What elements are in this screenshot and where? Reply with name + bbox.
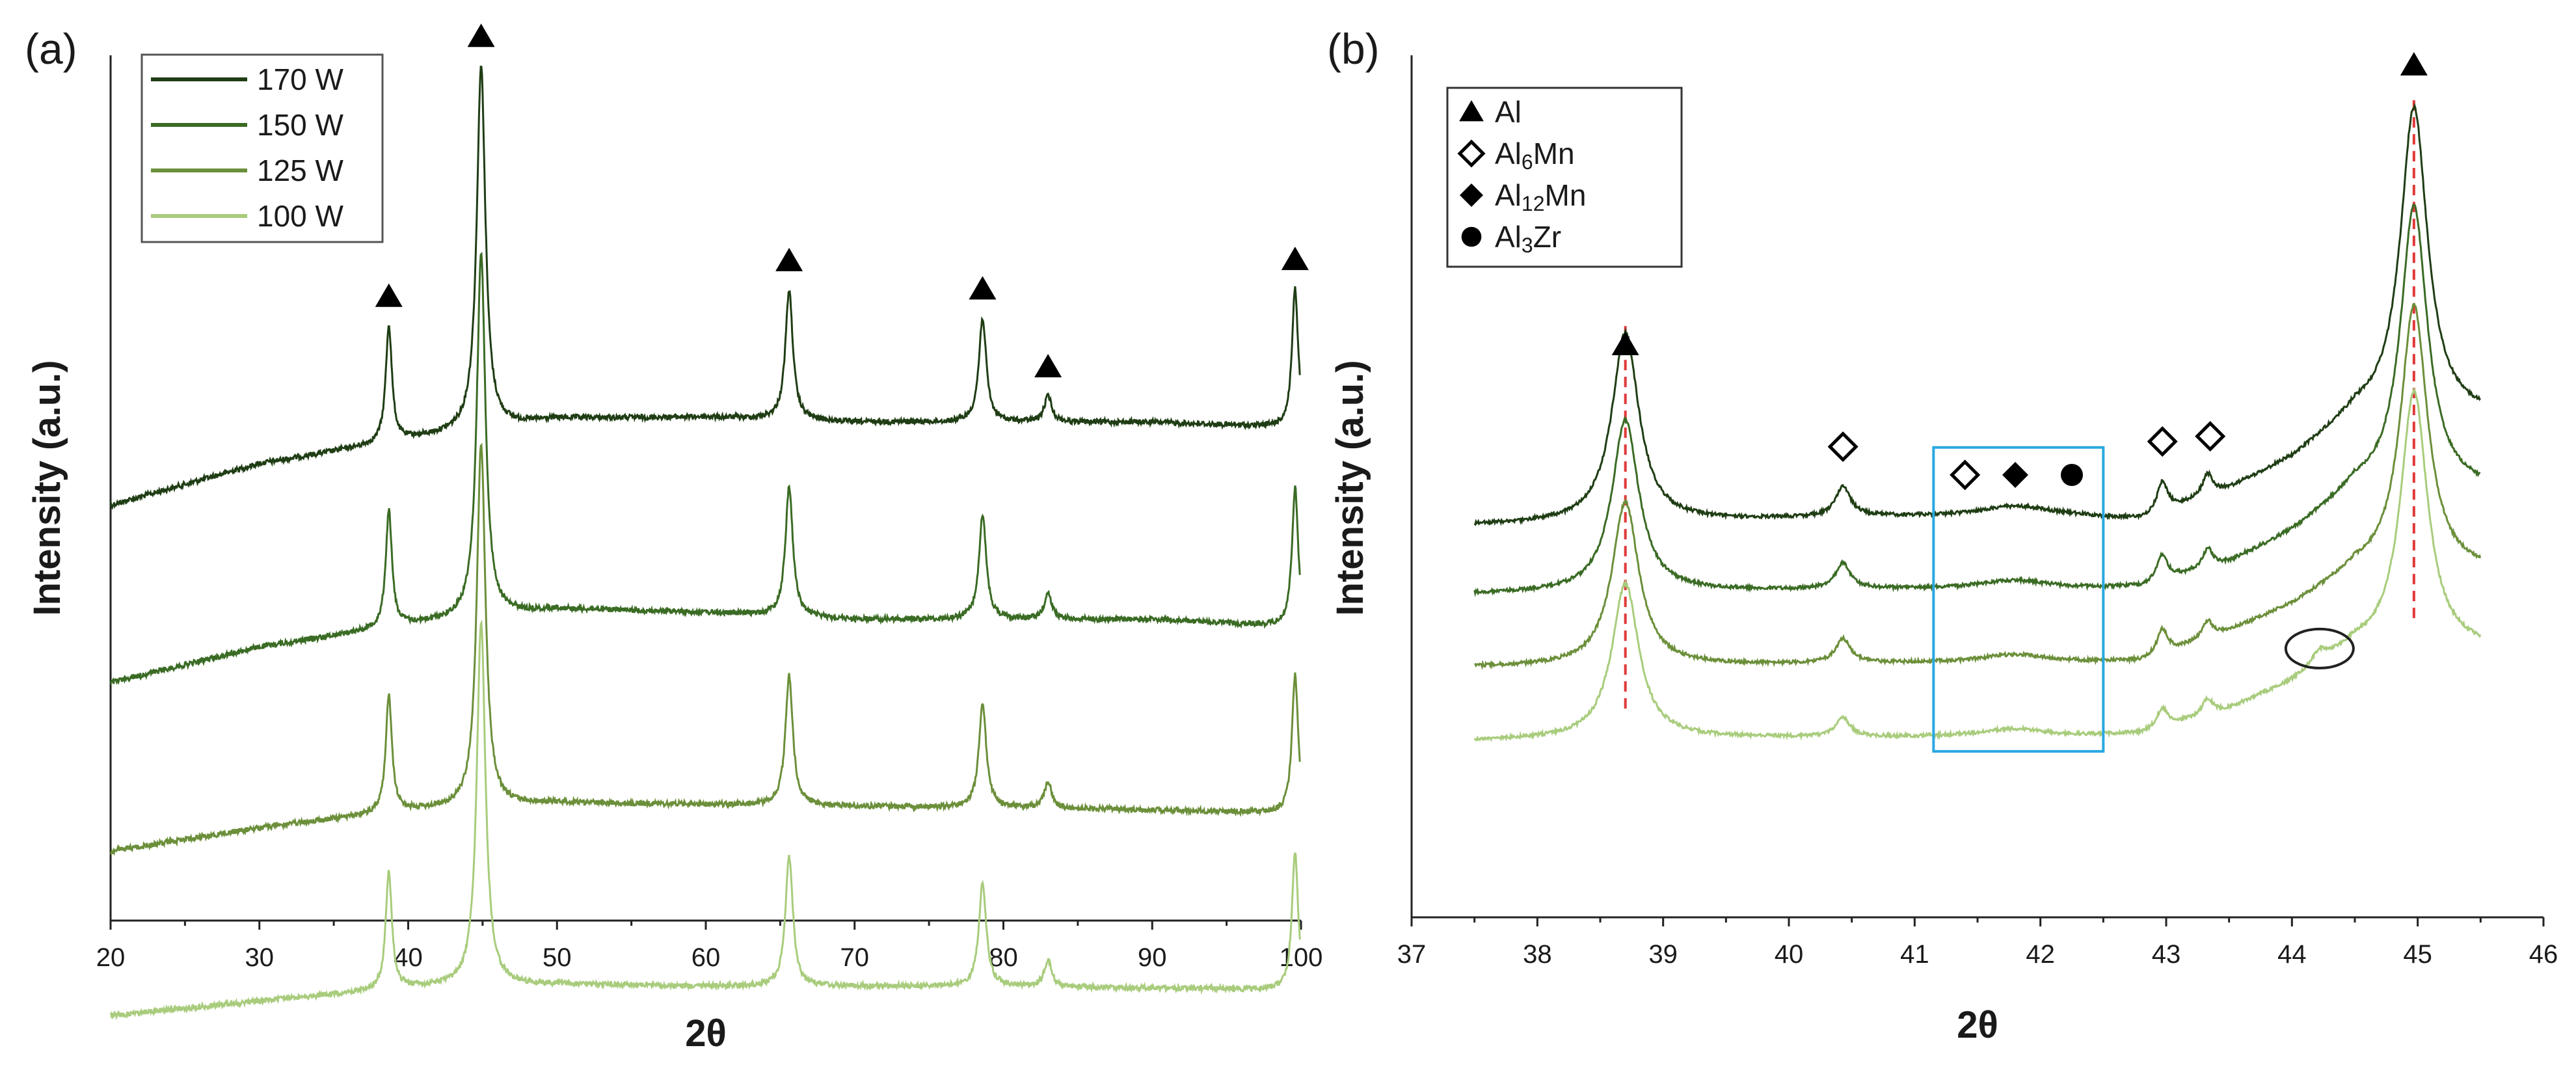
legend-label: 170 W [257, 62, 344, 96]
panel-a-x-axis-title: 2θ [685, 1012, 727, 1055]
x-tick-label: 45 [2403, 940, 2432, 969]
x-tick-label: 80 [989, 943, 1018, 972]
al-peak-marker [1034, 354, 1062, 378]
panel-a-x-ticks: 20 30 40 50 60 70 80 90 100 [96, 921, 1322, 972]
highlight-ellipse [2284, 627, 2355, 669]
al-peak-marker [969, 276, 997, 300]
panel-b-series [1473, 102, 2482, 742]
panel-b-x-ticks: 37 38 39 40 41 42 43 44 45 46 [1397, 917, 2558, 969]
panel-a-legend-box [141, 53, 384, 243]
al12mn-peak-marker [2002, 462, 2028, 488]
x-tick-label: 46 [2529, 940, 2558, 969]
legend-label-suffix: Mn [1545, 178, 1587, 212]
xrd-series-170w [109, 65, 1301, 511]
legend-label-suffix: Zr [1533, 220, 1561, 254]
x-tick-label: 41 [1900, 940, 1929, 969]
xrd-series-150w [109, 251, 1301, 686]
al-peak-marker [775, 247, 803, 271]
legend-label-base: Al [1495, 178, 1522, 212]
al3zr-peak-marker [2061, 464, 2083, 486]
al-peak-marker [2400, 52, 2428, 75]
panel-a-phase-markers [375, 23, 1309, 378]
al-peak-marker [467, 23, 495, 47]
legend-label-base: Al [1495, 137, 1522, 170]
legend-label-subscript: 3 [1522, 234, 1533, 257]
al-peak-marker [1281, 247, 1309, 271]
panel-b-label: (b) [1327, 25, 1380, 73]
x-tick-label: 38 [1523, 940, 1552, 969]
xrd-series-125w [109, 442, 1301, 856]
panel-a-series [109, 65, 1301, 1020]
panel-a-legend: 170 W 150 W 125 W 100 W [141, 53, 384, 243]
x-tick-label: 70 [840, 943, 870, 972]
legend-label: Al6Mn [1495, 137, 1575, 174]
x-tick-label: 60 [691, 943, 721, 972]
legend-label: Al [1495, 95, 1522, 129]
panel-b-y-axis-title: Intensity (a.u.) [1329, 360, 1371, 615]
x-tick-label: 39 [1648, 940, 1678, 969]
x-tick-label: 40 [394, 943, 423, 972]
x-tick-label: 37 [1397, 940, 1427, 969]
xrd-zoom-series-170w [1473, 102, 2482, 526]
panel-b-x-axis-title: 2θ [1957, 1004, 1998, 1046]
legend-label: 150 W [257, 108, 344, 142]
panel-b-phase-markers [1611, 52, 2428, 491]
legend-symbol [1461, 226, 1482, 247]
x-tick-label: 20 [96, 943, 126, 972]
panel-a-chart: (a) 20 30 40 50 60 70 80 90 100 2θ Intensity (a.… [25, 23, 1322, 1055]
x-tick-label: 50 [543, 943, 572, 972]
panel-b-annotations [1932, 446, 2355, 753]
legend-label-subscript: 6 [1522, 150, 1533, 174]
legend-label-base: Al [1495, 95, 1522, 129]
xrd-zoom-series-150w [1473, 204, 2481, 597]
highlight-rectangle [1932, 446, 2105, 753]
al6mn-peak-marker [2195, 421, 2226, 452]
legend-label: Al3Zr [1495, 220, 1561, 257]
legend-label: 100 W [257, 199, 344, 233]
panel-b-reference-lines [1624, 100, 2415, 713]
al-peak-marker [375, 283, 403, 307]
x-tick-label: 90 [1138, 943, 1167, 972]
xrd-zoom-series-100w [1473, 386, 2482, 742]
al-peak-marker [1611, 332, 1639, 355]
panel-a-label: (a) [25, 25, 77, 73]
al6mn-peak-marker [1827, 431, 1858, 463]
legend-label: Al12Mn [1495, 178, 1586, 215]
legend-label-base: Al [1495, 220, 1522, 254]
legend-symbol [1459, 100, 1484, 122]
panel-a-y-axis-title: Intensity (a.u.) [26, 360, 68, 615]
legend-label-suffix: Mn [1533, 137, 1575, 170]
x-tick-label: 44 [2277, 940, 2307, 969]
legend-label: 125 W [257, 154, 344, 187]
al6mn-peak-marker [1950, 459, 1981, 491]
legend-label-subscript: 12 [1522, 192, 1545, 215]
legend-symbol [1460, 183, 1483, 207]
panel-b-chart: (b) 37 38 39 40 41 42 43 44 45 46 2θ Intensity (a… [1327, 25, 2558, 1046]
legend-symbol [1457, 139, 1486, 168]
x-tick-label: 43 [2152, 940, 2181, 969]
panel-b-legend-box [1446, 87, 1683, 268]
al6mn-peak-marker [2147, 426, 2178, 457]
x-tick-label: 30 [245, 943, 275, 972]
xrd-series-100w [109, 619, 1301, 1020]
x-tick-label: 40 [1775, 940, 1804, 969]
xrd-zoom-series-125w [1474, 303, 2482, 670]
x-tick-label: 42 [2026, 940, 2055, 969]
